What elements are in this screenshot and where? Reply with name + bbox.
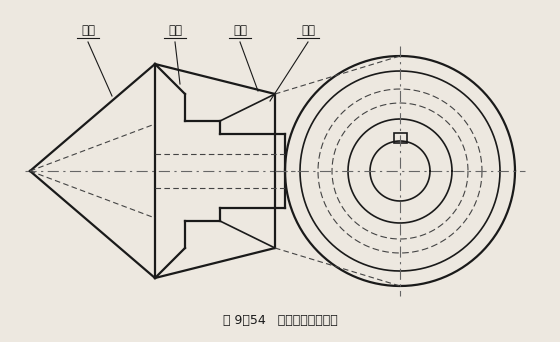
Text: 圆柱: 圆柱	[301, 24, 315, 37]
Text: 图 9－54   锥齿轮坯的两视图: 图 9－54 锥齿轮坯的两视图	[223, 315, 337, 328]
Bar	[394, 133, 407, 143]
Text: 前锥: 前锥	[81, 24, 95, 37]
Text: 背锥: 背锥	[233, 24, 247, 37]
Text: 顶锥: 顶锥	[168, 24, 182, 37]
